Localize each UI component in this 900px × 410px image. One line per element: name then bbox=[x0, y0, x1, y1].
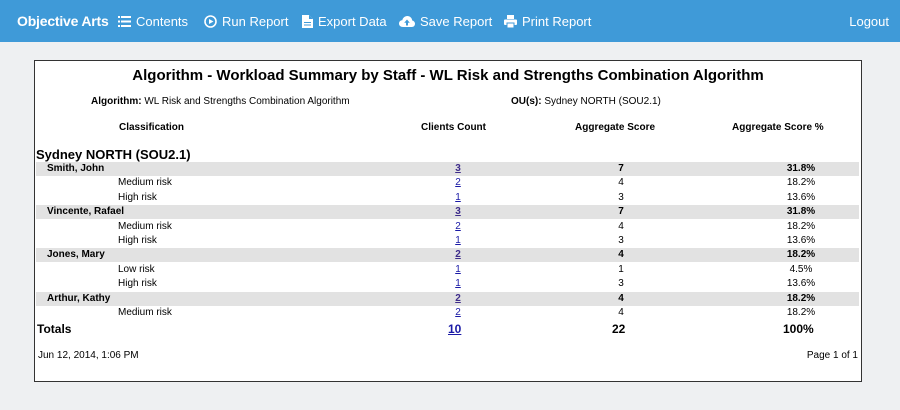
print-report-label: Print Report bbox=[522, 14, 592, 29]
risk-row: Low risk 1 1 4.5% bbox=[36, 263, 859, 277]
group-title: Sydney NORTH (SOU2.1) bbox=[36, 147, 191, 162]
algorithm-meta: Algorithm: WL Risk and Strengths Combina… bbox=[91, 96, 350, 107]
algorithm-label: Algorithm: bbox=[91, 96, 142, 107]
play-circle-icon bbox=[204, 15, 217, 28]
totals-label: Totals bbox=[37, 322, 72, 336]
aggregate-pct-cell: 13.6% bbox=[786, 278, 816, 290]
aggregate-pct-cell: 13.6% bbox=[786, 235, 816, 246]
ou-value: Sydney NORTH (SOU2.1) bbox=[544, 96, 661, 107]
list-icon bbox=[118, 16, 131, 27]
contents-button[interactable]: Contents bbox=[118, 14, 188, 29]
algorithm-value: WL Risk and Strengths Combination Algori… bbox=[144, 96, 350, 107]
page-number: Page 1 of 1 bbox=[806, 350, 858, 361]
aggregate-score-cell: 3 bbox=[618, 191, 624, 203]
clients-count-link[interactable]: 2 bbox=[455, 249, 461, 261]
aggregate-score-cell: 4 bbox=[618, 307, 624, 318]
aggregate-pct-cell: 18.2% bbox=[786, 307, 816, 318]
printer-icon bbox=[504, 15, 517, 28]
risk-row: High risk 1 3 13.6% bbox=[36, 191, 859, 205]
aggregate-score-cell: 4 bbox=[618, 292, 624, 304]
staff-row: Vincente, Rafael 3 7 31.8% bbox=[36, 205, 859, 220]
classification-cell: High risk bbox=[118, 235, 157, 246]
totals-count-link[interactable]: 10 bbox=[448, 322, 462, 336]
print-report-button[interactable]: Print Report bbox=[504, 14, 591, 29]
ou-label: OU(s): bbox=[511, 96, 542, 107]
classification-cell: Arthur, Kathy bbox=[47, 292, 111, 304]
classification-cell: Medium risk bbox=[118, 307, 172, 318]
col-aggregate-score: Aggregate Score bbox=[575, 122, 656, 133]
clients-count-link[interactable]: 2 bbox=[455, 307, 461, 318]
classification-cell: High risk bbox=[118, 191, 157, 203]
aggregate-pct-cell: 18.2% bbox=[786, 292, 816, 304]
aggregate-score-cell: 7 bbox=[618, 206, 624, 218]
col-aggregate-score-pct: Aggregate Score % bbox=[732, 122, 824, 133]
aggregate-score-cell: 3 bbox=[618, 235, 624, 246]
cloud-upload-icon bbox=[399, 15, 415, 27]
aggregate-score-cell: 1 bbox=[618, 263, 624, 275]
col-classification: Classification bbox=[119, 122, 185, 133]
report-panel: Algorithm - Workload Summary by Staff - … bbox=[34, 60, 862, 382]
clients-count-link[interactable]: 1 bbox=[455, 191, 461, 203]
risk-row: Medium risk 2 4 18.2% bbox=[36, 176, 859, 190]
aggregate-score-cell: 7 bbox=[618, 163, 624, 174]
save-report-button[interactable]: Save Report bbox=[399, 14, 492, 29]
clients-count-link[interactable]: 2 bbox=[455, 177, 461, 189]
clients-count-link[interactable]: 2 bbox=[455, 292, 461, 304]
clients-count-link[interactable]: 1 bbox=[455, 235, 461, 246]
aggregate-pct-cell: 4.5% bbox=[789, 263, 813, 275]
totals-aggregate-pct: 100% bbox=[783, 322, 814, 336]
aggregate-score-cell: 4 bbox=[618, 249, 624, 261]
risk-row: Medium risk 2 4 18.2% bbox=[36, 306, 859, 320]
aggregate-pct-cell: 13.6% bbox=[786, 191, 816, 203]
aggregate-pct-cell: 31.8% bbox=[786, 163, 816, 174]
clients-count-link[interactable]: 3 bbox=[455, 163, 461, 174]
clients-count-link[interactable]: 3 bbox=[455, 206, 461, 218]
classification-cell: High risk bbox=[118, 278, 157, 290]
classification-cell: Low risk bbox=[118, 263, 155, 275]
clients-count-link[interactable]: 2 bbox=[455, 220, 461, 232]
risk-row: High risk 1 3 13.6% bbox=[36, 234, 859, 248]
top-nav-bar: Objective Arts Contents Run Report Expor… bbox=[0, 0, 900, 42]
classification-cell: Jones, Mary bbox=[47, 249, 105, 261]
aggregate-score-cell: 4 bbox=[618, 177, 624, 189]
ou-meta: OU(s): Sydney NORTH (SOU2.1) bbox=[511, 96, 661, 107]
aggregate-pct-cell: 18.2% bbox=[786, 249, 816, 261]
report-date: Jun 12, 2014, 1:06 PM bbox=[38, 350, 139, 361]
staff-row: Arthur, Kathy 2 4 18.2% bbox=[36, 291, 859, 306]
aggregate-pct-cell: 18.2% bbox=[786, 220, 816, 232]
run-report-label: Run Report bbox=[222, 14, 289, 29]
export-data-label: Export Data bbox=[318, 14, 387, 29]
risk-row: High risk 1 3 13.6% bbox=[36, 277, 859, 291]
staff-row: Jones, Mary 2 4 18.2% bbox=[36, 248, 859, 263]
totals-row: Totals 10 22 100% bbox=[36, 320, 859, 338]
contents-label: Contents bbox=[136, 14, 189, 29]
report-title: Algorithm - Workload Summary by Staff - … bbox=[132, 67, 764, 84]
logout-link[interactable]: Logout bbox=[849, 14, 889, 29]
export-data-button[interactable]: Export Data bbox=[302, 14, 387, 29]
staff-row: Smith, John 3 7 31.8% bbox=[36, 162, 859, 176]
classification-cell: Medium risk bbox=[118, 220, 172, 232]
run-report-button[interactable]: Run Report bbox=[204, 14, 288, 29]
aggregate-score-cell: 3 bbox=[618, 278, 624, 290]
clients-count-link[interactable]: 1 bbox=[455, 278, 461, 290]
classification-cell: Vincente, Rafael bbox=[47, 206, 125, 218]
file-icon bbox=[302, 15, 313, 28]
clients-count-link[interactable]: 1 bbox=[455, 263, 461, 275]
classification-cell: Smith, John bbox=[47, 163, 105, 174]
save-report-label: Save Report bbox=[420, 14, 493, 29]
classification-cell: Medium risk bbox=[118, 177, 172, 189]
aggregate-pct-cell: 18.2% bbox=[786, 177, 816, 189]
col-clients-count: Clients Count bbox=[421, 122, 486, 133]
aggregate-score-cell: 4 bbox=[618, 220, 624, 232]
brand-logo[interactable]: Objective Arts bbox=[17, 13, 109, 29]
totals-aggregate-score: 22 bbox=[612, 322, 626, 336]
risk-row: Medium risk 2 4 18.2% bbox=[36, 220, 859, 234]
aggregate-pct-cell: 31.8% bbox=[786, 206, 816, 218]
